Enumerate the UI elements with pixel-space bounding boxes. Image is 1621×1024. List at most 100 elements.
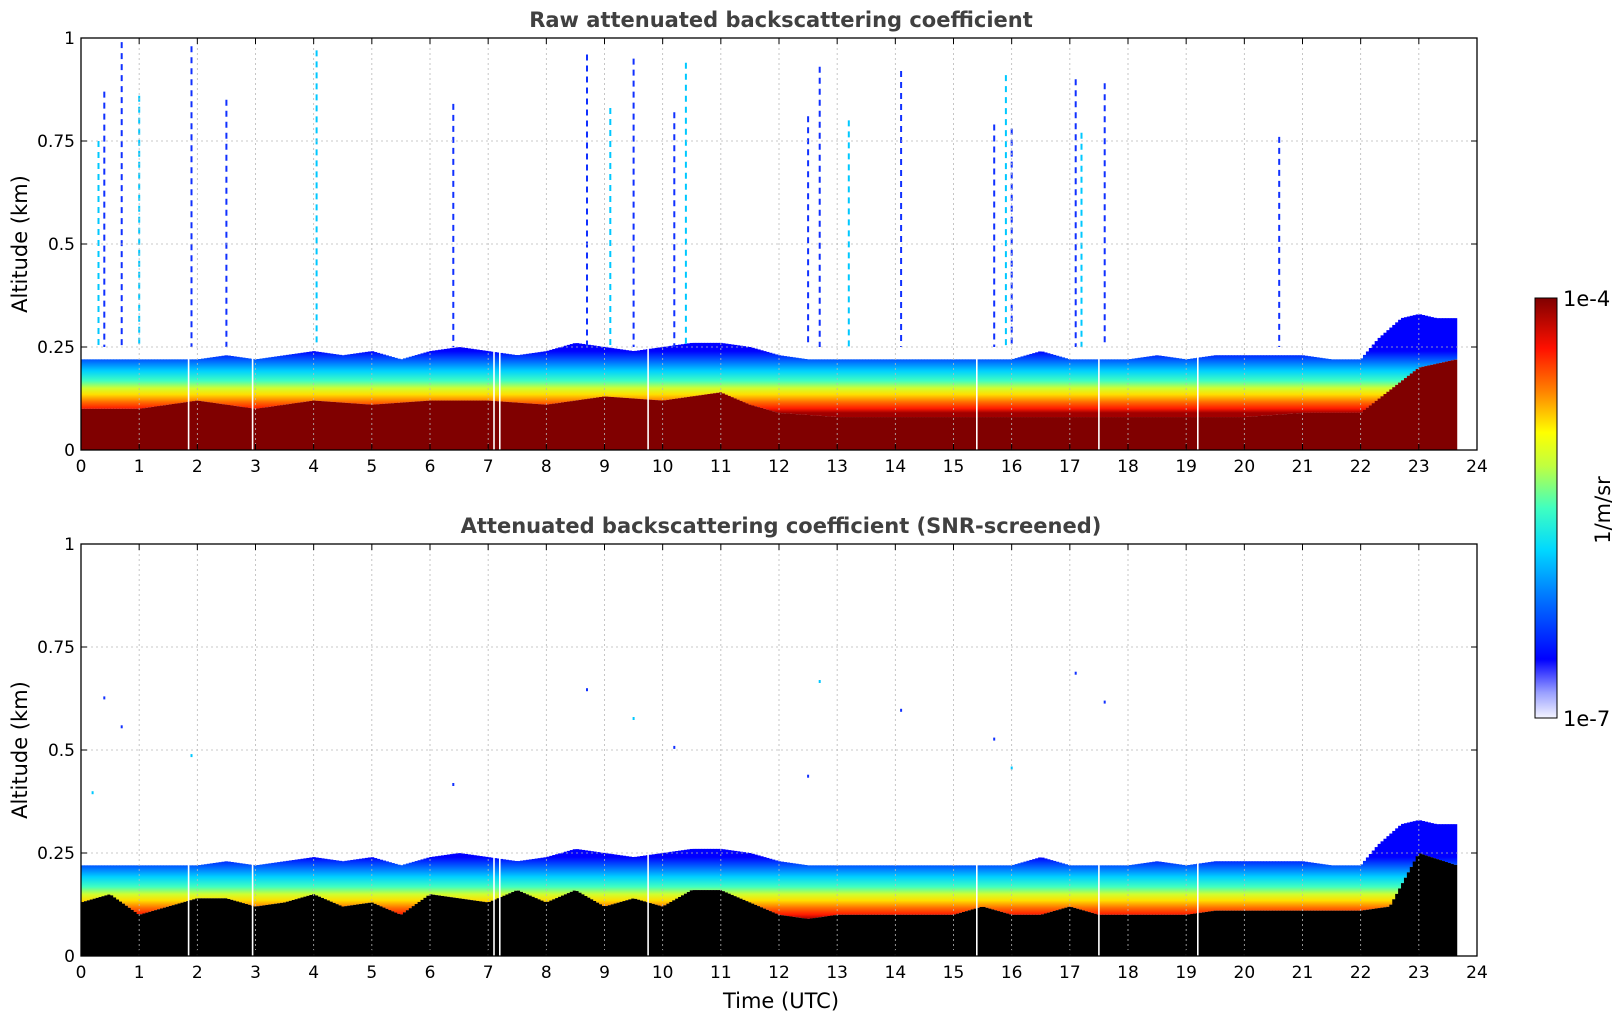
backscatter-column: [695, 848, 700, 891]
backscatter-column: [288, 354, 293, 404]
masked-column: [622, 901, 627, 956]
masked-column: [710, 890, 714, 956]
backscatter-column: [836, 865, 840, 915]
saturated-column: [89, 408, 94, 450]
masked-column: [742, 899, 747, 956]
masked-column: [1304, 910, 1308, 956]
backscatter-column: [894, 865, 899, 915]
backscatter-column: [1316, 357, 1320, 413]
panel-raw-title: Raw attenuated backscattering coefficien…: [529, 8, 1033, 32]
backscatter-column: [976, 865, 981, 908]
saturated-column: [607, 396, 612, 450]
backscatter-column: [151, 865, 155, 911]
x-tick-label: 0: [76, 963, 87, 983]
backscatter-column: [1254, 861, 1259, 911]
saturated-column: [1330, 412, 1335, 450]
masked-column: [441, 895, 445, 956]
backscatter-column: [967, 865, 972, 911]
backscatter-column: [268, 357, 272, 407]
saturated-column: [1278, 414, 1282, 450]
saturated-column: [640, 399, 644, 450]
masked-column: [757, 906, 761, 956]
masked-column: [198, 898, 202, 956]
backscatter-column: [162, 865, 167, 908]
backscatter-column: [1245, 861, 1250, 911]
x-tick-label: 10: [652, 963, 674, 983]
masked-column: [780, 915, 785, 956]
masked-column: [370, 902, 375, 956]
backscatter-column: [1011, 358, 1016, 418]
masked-column: [1324, 910, 1329, 956]
backscatter-column: [1266, 355, 1270, 416]
backscatter-column: [1207, 862, 1212, 912]
masked-column: [1084, 911, 1089, 956]
masked-column: [1418, 853, 1423, 956]
backscatter-column: [1052, 354, 1057, 418]
saturated-column: [1304, 412, 1308, 450]
saturated-column: [613, 397, 618, 450]
backscatter-column: [420, 859, 425, 900]
masked-column: [356, 904, 360, 956]
backscatter-column: [1345, 865, 1349, 911]
backscatter-column: [203, 864, 208, 899]
backscatter-column: [894, 359, 899, 418]
saturated-column: [1120, 417, 1124, 450]
masked-column: [648, 903, 653, 956]
backscatter-column: [798, 864, 802, 918]
backscatter-column: [376, 352, 381, 405]
backscatter-column: [154, 865, 158, 911]
backscatter-column: [139, 359, 144, 409]
masked-column: [964, 911, 969, 956]
backscatter-column: [397, 358, 401, 403]
backscatter-column: [157, 359, 161, 407]
masked-column: [985, 907, 989, 956]
masked-column: [1354, 910, 1358, 956]
backscatter-column: [1424, 315, 1428, 367]
backscatter-column: [282, 861, 287, 903]
backscatter-column: [1322, 358, 1326, 413]
backscatter-column: [1052, 860, 1057, 911]
saturated-column: [376, 404, 381, 450]
backscatter-column: [730, 850, 735, 895]
masked-column: [180, 902, 185, 956]
backscatter-column: [874, 865, 878, 915]
masked-column: [1108, 914, 1112, 956]
backscatter-column: [1032, 353, 1036, 418]
saturated-column: [1005, 417, 1010, 450]
masked-column: [157, 909, 161, 956]
backscatter-column: [634, 856, 638, 899]
backscatter-column: [411, 861, 416, 907]
backscatter-column: [1286, 355, 1291, 414]
masked-column: [420, 899, 425, 956]
saturated-column: [1269, 415, 1273, 450]
saturated-column: [733, 398, 738, 450]
masked-column: [871, 914, 875, 956]
masked-column: [300, 897, 305, 956]
saturated-column: [1020, 417, 1025, 450]
saturated-column: [496, 401, 501, 450]
saturated-column: [593, 397, 597, 450]
masked-column: [1231, 910, 1235, 956]
backscatter-column: [1222, 861, 1227, 911]
backscatter-column: [1005, 359, 1010, 418]
backscatter-column: [1008, 359, 1013, 418]
saturated-column: [408, 401, 413, 450]
masked-column: [315, 895, 319, 956]
backscatter-column: [865, 359, 869, 418]
backscatter-column: [1409, 315, 1414, 374]
masked-column: [967, 910, 972, 956]
backscatter-column: [81, 359, 85, 409]
saturated-column: [1093, 417, 1098, 450]
backscatter-column: [727, 344, 732, 396]
backscatter-column: [429, 857, 433, 895]
backscatter-column: [988, 359, 992, 418]
backscatter-column: [818, 359, 823, 416]
masked-column: [1073, 907, 1077, 956]
masked-column: [1392, 899, 1396, 956]
backscatter-column: [1348, 359, 1352, 413]
saturated-column: [1032, 417, 1036, 450]
x-tick-label: 6: [425, 457, 436, 477]
backscatter-column: [666, 346, 670, 400]
backscatter-column: [1360, 358, 1364, 413]
backscatter-column: [121, 359, 126, 409]
